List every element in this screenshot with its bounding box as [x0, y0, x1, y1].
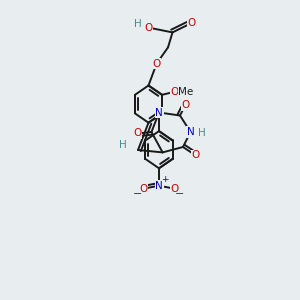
Text: Me: Me: [178, 87, 194, 97]
Text: H: H: [118, 140, 126, 150]
Text: N: N: [155, 107, 163, 118]
Text: O: O: [144, 22, 153, 33]
Text: O: O: [139, 184, 148, 194]
Text: −: −: [175, 189, 185, 199]
Text: O: O: [170, 87, 179, 97]
Text: +: +: [161, 175, 168, 184]
Text: O: O: [170, 184, 179, 194]
Text: H: H: [134, 19, 141, 29]
Text: N: N: [187, 127, 194, 137]
Text: O: O: [181, 100, 190, 110]
Text: O: O: [152, 58, 161, 69]
Text: O: O: [191, 150, 200, 161]
Text: H: H: [198, 128, 206, 138]
Text: O: O: [187, 18, 196, 28]
Text: −: −: [133, 189, 143, 199]
Text: N: N: [155, 181, 163, 191]
Text: O: O: [133, 128, 142, 139]
